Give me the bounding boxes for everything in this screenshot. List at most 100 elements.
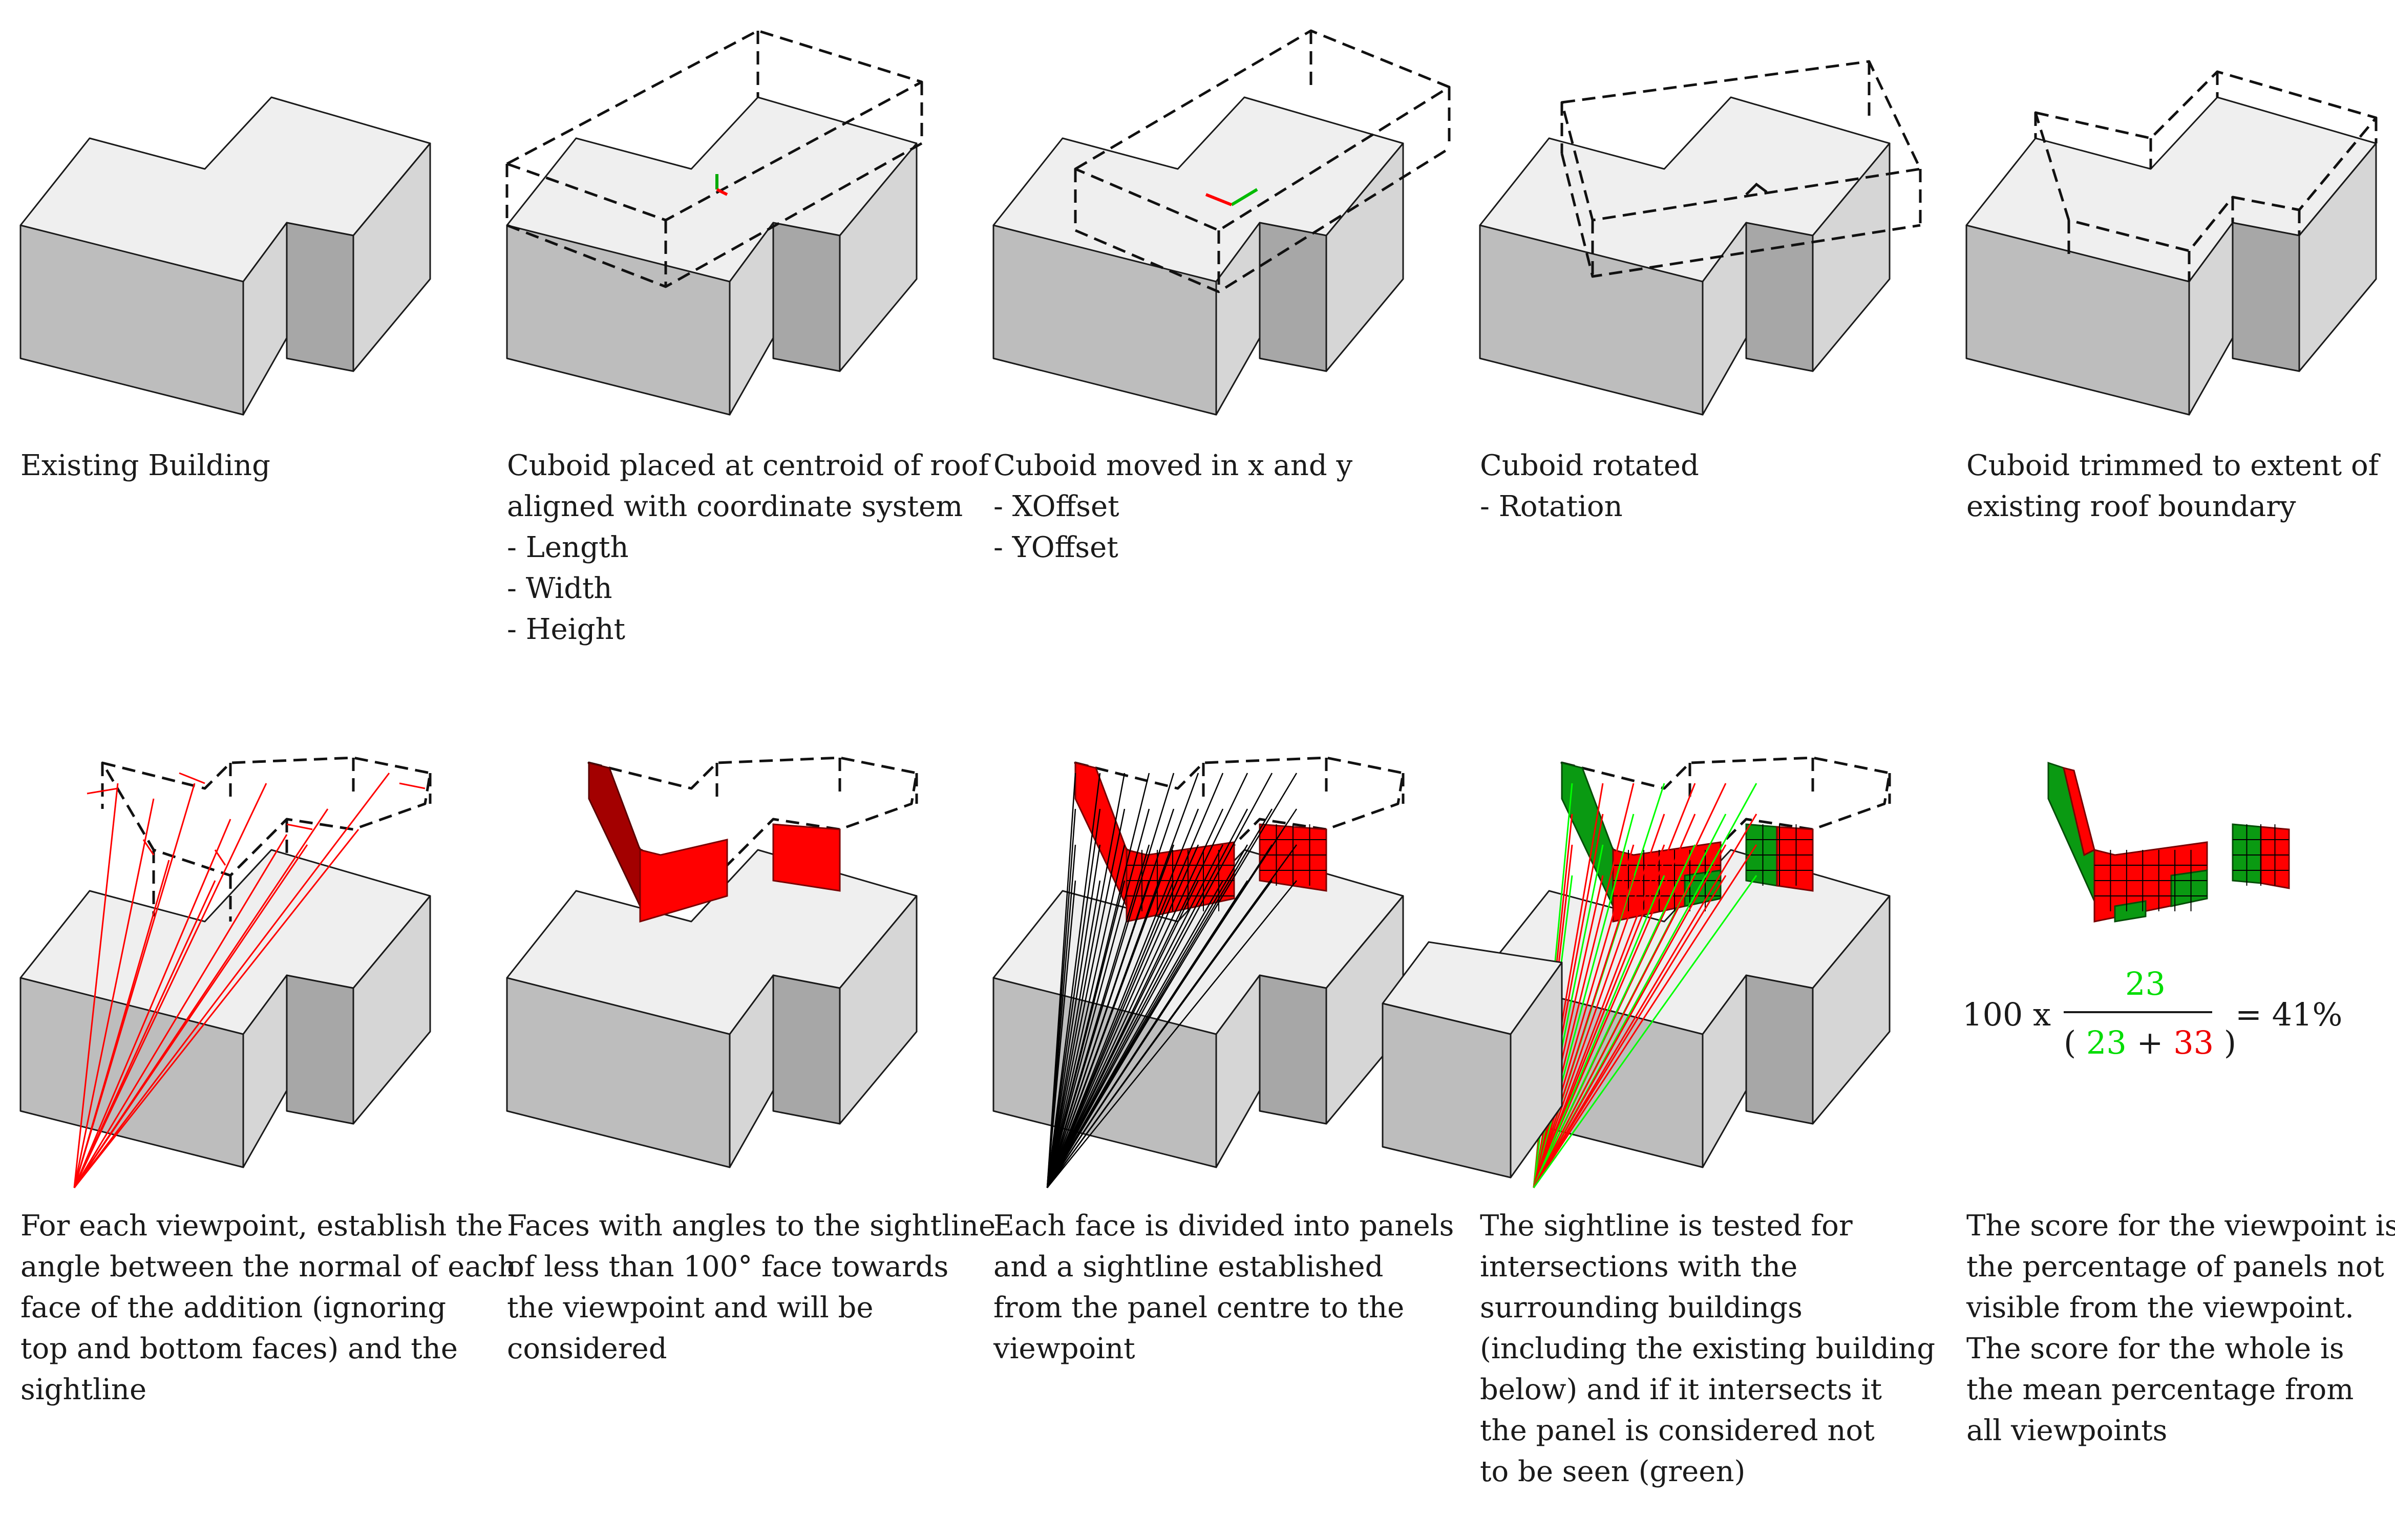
sightline (1047, 880, 1297, 1188)
caption-line: Cuboid rotated (1480, 449, 1699, 482)
caption-line: surrounding buildings (1480, 1291, 1803, 1324)
caption-line: sightline (20, 1373, 147, 1406)
sightline (1533, 814, 1757, 1188)
sightline (1046, 773, 1273, 1188)
sightline (1046, 808, 1199, 1188)
formula-result: = 41% (2235, 996, 2343, 1033)
face-normal (214, 849, 226, 866)
sightline (1046, 880, 1076, 1188)
caption-line: all viewpoints (1966, 1414, 2168, 1447)
sightline (73, 834, 288, 1188)
open-paren: ( (2064, 1024, 2076, 1061)
fraction-bar (2064, 1011, 2212, 1013)
sightline (1533, 814, 1665, 1188)
caption-line: the viewpoint and will be (507, 1291, 874, 1324)
face-normal (142, 839, 155, 855)
panel-cuboid-placed (505, 29, 923, 416)
sightline (1046, 808, 1224, 1188)
panel-existing-building (19, 96, 431, 416)
sightline (1046, 844, 1126, 1188)
face-normal (399, 782, 426, 789)
caption-line: below) and if it intersects it (1480, 1373, 1882, 1406)
close-paren: ) (2223, 1024, 2237, 1061)
caption-step-8: Each face is divided into panels and a s… (993, 1206, 1454, 1370)
caption-line: The score for the viewpoint is (1966, 1209, 2395, 1243)
sightline (1533, 875, 1696, 1188)
plus-sign: + (2136, 1024, 2164, 1061)
caption-line: intersections with the (1480, 1250, 1798, 1284)
caption-line: - Height (507, 613, 626, 646)
caption-line: the panel is considered not (1480, 1414, 1875, 1447)
sightline (1046, 844, 1101, 1188)
caption-line: existing roof boundary (1966, 490, 2296, 523)
sightline (1533, 844, 1635, 1188)
caption-line: Faces with angles to the sightline (507, 1209, 996, 1243)
sightline (1046, 880, 1248, 1188)
face-normal (179, 772, 205, 784)
panel-faces-considered (506, 756, 918, 1168)
sightline (1046, 844, 1199, 1188)
sightline (1533, 875, 1727, 1188)
caption-line: The sightline is tested for (1480, 1209, 1853, 1243)
caption-line: The score for the whole is (1966, 1332, 2344, 1365)
panel-cuboid-rotated (1479, 60, 1922, 416)
caption-step-1: Existing Building (20, 445, 481, 486)
caption-line: Each face is divided into panels (993, 1209, 1454, 1243)
sightline (1046, 880, 1224, 1188)
caption-step-7: Faces with angles to the sightline of le… (507, 1206, 996, 1370)
caption-step-5: Cuboid trimmed to extent of existing roo… (1966, 445, 2395, 527)
sightline (1046, 773, 1126, 1188)
rotation-icon (1745, 182, 1768, 196)
caption-line: - Length (507, 531, 629, 564)
caption-step-10: The score for the viewpoint is the perce… (1966, 1206, 2395, 1451)
caption-line: viewpoint (993, 1332, 1135, 1365)
panel-normals (19, 756, 432, 1188)
caption-line: aligned with coordinate system (507, 490, 963, 523)
sightline (1046, 808, 1150, 1188)
axis-y-icon (1231, 188, 1258, 206)
sightline (1046, 844, 1150, 1188)
axis-x-icon (1205, 193, 1233, 206)
sightline (1046, 844, 1224, 1188)
caption-line: Cuboid moved in x and y (993, 449, 1353, 482)
panel-intersections (1382, 756, 1891, 1188)
caption-line: top and bottom faces) and the (20, 1332, 458, 1365)
sightline (1046, 880, 1199, 1188)
caption-line: face of the addition (ignoring (20, 1291, 447, 1324)
caption-step-3: Cuboid moved in x and y - XOffset - YOff… (993, 445, 1454, 568)
caption-line: visible from the viewpoint. (1966, 1291, 2354, 1324)
sightline (1533, 814, 1635, 1188)
sightline (1046, 808, 1126, 1188)
caption-step-9: The sightline is tested for intersection… (1480, 1206, 1941, 1492)
panel-sightlines (992, 756, 1405, 1188)
denominator-b: 33 (2173, 1024, 2214, 1061)
sightline (1046, 880, 1273, 1188)
sightline (1046, 880, 1150, 1188)
sightline (73, 783, 267, 1188)
sightline (73, 783, 119, 1188)
caption-line: - Rotation (1480, 490, 1623, 523)
face-normal (87, 787, 118, 795)
caption-line: For each viewpoint, establish the (20, 1209, 503, 1243)
sightline (73, 819, 231, 1188)
sightline (1533, 875, 1604, 1188)
sightline (1046, 773, 1224, 1188)
caption-step-6: For each viewpoint, establish the angle … (20, 1206, 516, 1410)
sightline (1533, 875, 1635, 1188)
caption-line: from the panel centre to the (993, 1291, 1405, 1324)
caption-line: Cuboid placed at centroid of roof (507, 449, 989, 482)
formula-numerator: 23 (2125, 965, 2166, 1002)
sightline (73, 829, 359, 1188)
panel-cuboid-moved (992, 29, 1451, 416)
caption-line: of less than 100° face towards (507, 1250, 949, 1284)
caption-step-2: Cuboid placed at centroid of roof aligne… (507, 445, 989, 650)
face-normal (286, 823, 313, 830)
sightline (73, 880, 216, 1188)
formula-denominator: ( 23 + 33 ) (2064, 1024, 2236, 1061)
caption-line: Existing Building (20, 449, 270, 482)
sightline (73, 798, 155, 1188)
caption-line: and a sightline established (993, 1250, 1384, 1284)
caption-step-4: Cuboid rotated - Rotation (1480, 445, 1941, 527)
sightline (1533, 875, 1757, 1188)
